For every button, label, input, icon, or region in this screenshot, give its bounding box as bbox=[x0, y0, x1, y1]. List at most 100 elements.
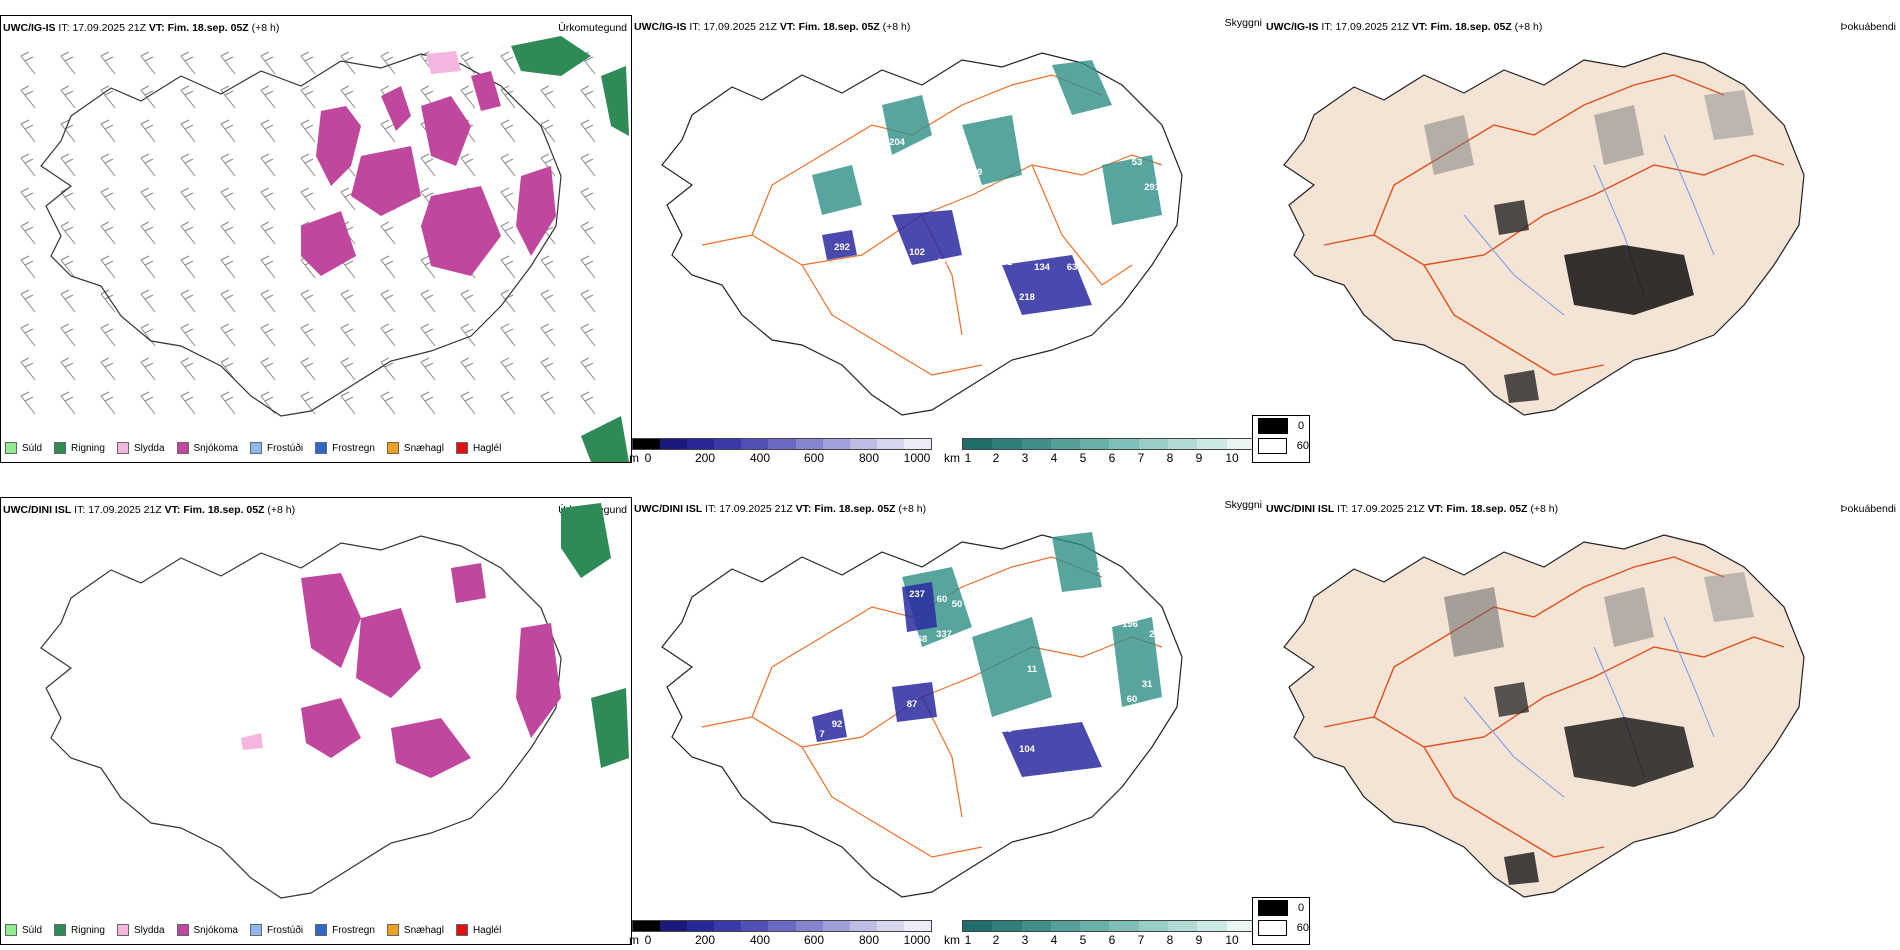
dark-area bbox=[1002, 722, 1102, 777]
vis-number: 45 bbox=[1002, 724, 1013, 735]
dark-area bbox=[1002, 255, 1092, 315]
wind-barb bbox=[260, 221, 276, 245]
wind-barb bbox=[140, 221, 156, 245]
wind-barb bbox=[60, 255, 76, 279]
snow-area bbox=[516, 623, 561, 738]
vis-number: 196 bbox=[1122, 619, 1138, 630]
wind-barb bbox=[140, 289, 156, 313]
wind-barb bbox=[140, 187, 156, 211]
wind-barb bbox=[100, 51, 116, 75]
vis-number: 291 bbox=[1144, 182, 1161, 193]
vis-number: 128 bbox=[1109, 707, 1125, 718]
road bbox=[751, 74, 1103, 236]
wind-barb bbox=[100, 187, 116, 211]
wind-barb bbox=[500, 323, 516, 347]
wind-barb bbox=[380, 221, 396, 245]
panel-header: UWC/DINI ISL IT: 17.09.2025 21Z VT: Fim.… bbox=[634, 503, 927, 515]
wind-barb bbox=[260, 323, 276, 347]
river bbox=[1663, 134, 1715, 256]
wind-barb bbox=[20, 255, 36, 279]
dark-area bbox=[822, 230, 857, 260]
km-scale-ticks: km 1 2 3 4 5 6 7 8 9 10 bbox=[944, 933, 1239, 947]
fog-area bbox=[1494, 200, 1529, 235]
wind-barb bbox=[140, 323, 156, 347]
roads bbox=[1323, 556, 1785, 858]
wind-barb bbox=[300, 85, 316, 109]
km-scale-boxes bbox=[962, 438, 1257, 450]
wind-barb bbox=[180, 391, 196, 415]
panel-header: UWC/DINI ISL IT: 17.09.2025 21Z VT: Fim.… bbox=[3, 504, 296, 516]
vis-number: 106 bbox=[999, 207, 1015, 218]
river bbox=[1463, 696, 1565, 798]
wind-barb bbox=[220, 323, 236, 347]
wind-barb bbox=[500, 187, 516, 211]
panel-title: Skyggni bbox=[1224, 499, 1262, 511]
road bbox=[1031, 164, 1133, 286]
wind-barb bbox=[300, 153, 316, 177]
legend-item: Slydda bbox=[116, 442, 165, 454]
wind-barb bbox=[60, 187, 76, 211]
wind-barb bbox=[580, 221, 596, 245]
sleet-areas bbox=[241, 733, 263, 750]
wind-barb bbox=[220, 187, 236, 211]
wind-barb bbox=[500, 357, 516, 381]
wind-barb bbox=[540, 85, 556, 109]
snow-area bbox=[316, 106, 361, 186]
wind-barb bbox=[380, 51, 396, 75]
panel-title: Þokuábendi bbox=[1840, 503, 1896, 515]
vis-number: 337 bbox=[936, 629, 952, 640]
vis-number: 102 bbox=[909, 247, 925, 258]
vis-number: 66 bbox=[1092, 117, 1103, 128]
wind-barb bbox=[100, 391, 116, 415]
dark-area bbox=[892, 682, 937, 722]
vis-number: 20 bbox=[1132, 719, 1143, 730]
wind-barb bbox=[300, 391, 316, 415]
wind-barb bbox=[180, 221, 196, 245]
fog-areas bbox=[1444, 572, 1754, 885]
wind-barb bbox=[420, 289, 436, 313]
vis-number: 235 bbox=[929, 182, 946, 193]
iceland-land bbox=[1283, 52, 1805, 416]
wind-barb bbox=[500, 221, 516, 245]
wind-barb bbox=[140, 85, 156, 109]
fog-legend-row: 0 bbox=[1253, 898, 1309, 918]
fog-legend: 0 60 bbox=[1252, 897, 1310, 945]
dark-visibility bbox=[822, 210, 1092, 315]
rain-area bbox=[591, 688, 629, 768]
wind-barb bbox=[340, 391, 356, 415]
vis-number: 11 bbox=[1027, 664, 1038, 675]
vis-number: 50 bbox=[952, 599, 963, 610]
wind-barb bbox=[340, 289, 356, 313]
road bbox=[1423, 746, 1605, 858]
wind-barb bbox=[180, 119, 196, 143]
wind-barb bbox=[100, 221, 116, 245]
wind-barb bbox=[580, 255, 596, 279]
vis-number: 63 bbox=[1067, 262, 1078, 273]
fog-panel-bottom: UWC/DINI ISL IT: 17.09.2025 21Z VT: Fim.… bbox=[1252, 497, 1900, 945]
wind-barb bbox=[140, 391, 156, 415]
vis-number: 19 bbox=[972, 167, 983, 178]
wind-barb bbox=[20, 51, 36, 75]
vis-number: 68 bbox=[917, 634, 928, 645]
wind-barb bbox=[220, 119, 236, 143]
wind-barb bbox=[60, 51, 76, 75]
km-scale-colorbar: km 1 2 3 4 5 6 7 8 9 10 bbox=[944, 438, 1257, 465]
wind-barb bbox=[460, 85, 476, 109]
wind-barb bbox=[460, 289, 476, 313]
vis-number: 292 bbox=[834, 242, 850, 253]
wind-barb bbox=[500, 85, 516, 109]
wind-barb bbox=[180, 255, 196, 279]
fog-panel-top: UWC/IG-IS IT: 17.09.2025 21Z VT: Fim. 18… bbox=[1252, 15, 1900, 463]
iceland-outline bbox=[661, 52, 1183, 416]
wind-barb bbox=[20, 153, 36, 177]
legend-item: Frostúði bbox=[249, 924, 303, 936]
m-scale-colorbar: m 0 200 400 600 800 1000 bbox=[629, 920, 932, 947]
wind-barb bbox=[60, 357, 76, 381]
teal-area bbox=[882, 95, 932, 155]
vis-number: 207 bbox=[1119, 252, 1135, 263]
legend-item: Haglél bbox=[455, 924, 501, 936]
vis-number: 87 bbox=[907, 699, 918, 710]
vis-number: 60 bbox=[1127, 694, 1138, 705]
panel-header: UWC/IG-IS IT: 17.09.2025 21Z VT: Fim. 18… bbox=[1266, 21, 1543, 33]
wind-barb bbox=[260, 357, 276, 381]
